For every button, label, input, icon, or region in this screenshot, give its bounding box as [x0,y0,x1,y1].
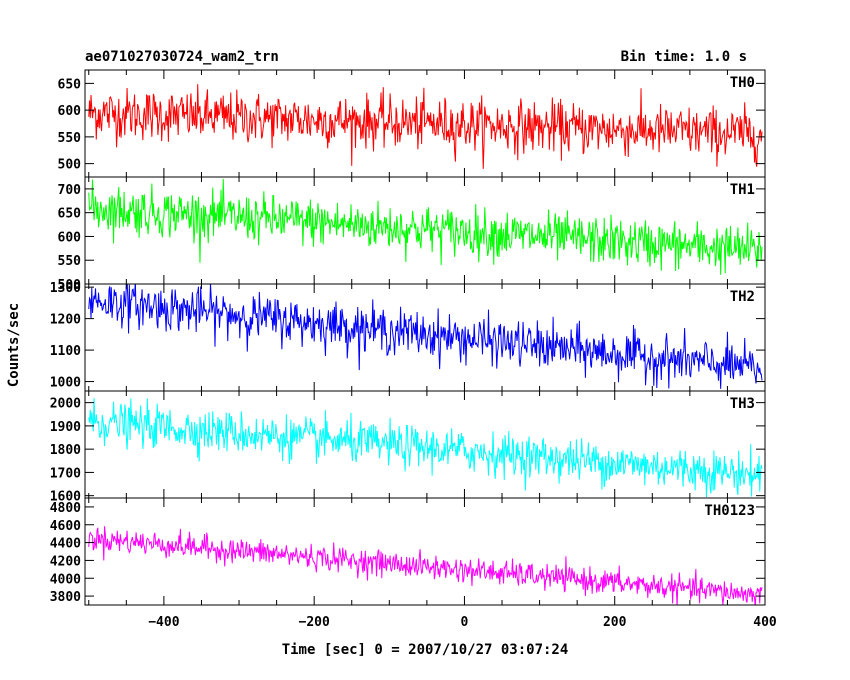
panel-label: TH1 [730,182,755,198]
series-line-th0123 [88,526,763,605]
panel-label: TH2 [730,289,755,305]
y-tick-label: 1800 [50,443,81,458]
y-tick-label: 1600 [50,490,81,505]
y-tick-label: 4800 [50,501,81,516]
series-line-th2 [88,284,763,389]
panel-th2: 1000 1100 1200 1300 TH2 [50,281,766,392]
panel-frame [84,497,766,606]
panel-label: TH0123 [704,503,755,519]
series-line-th1 [88,178,763,275]
y-tick-label: 650 [58,77,82,92]
x-tick-label: 200 [603,615,627,630]
y-tick-label: 1000 [50,376,81,391]
y-tick-label: 650 [58,207,82,222]
y-tick-label: 4000 [50,572,81,587]
panel-th1: 500 550 600 650 700 TH1 [58,176,766,293]
y-tick-label: 3800 [50,590,81,605]
y-tick-label: 550 [58,131,82,146]
y-tick-label: 1900 [50,420,81,435]
panel-label: TH0 [730,75,755,91]
x-tick-label: 400 [753,615,777,630]
x-tick-label: −400 [148,615,179,630]
panel-label: TH3 [730,396,755,412]
y-axis-label: Counts/sec [6,303,22,387]
panels-group: 500 550 600 650 TH0 500 550 600 650 700 TH1 1000 110… [50,69,766,606]
y-tick-label: 1300 [50,281,81,296]
y-tick-label: 4200 [50,554,81,569]
chart-title: ae071027030724_wam2_trn [85,49,279,65]
x-axis: −400 −200 0 200 400 [148,615,777,630]
y-tick-label: 500 [58,278,82,293]
panel-th3: 1600 1700 1800 1900 2000 TH3 [50,390,766,505]
y-tick-label: 600 [58,104,82,119]
series-line-th3 [88,397,763,498]
series-line-th0 [88,84,763,169]
y-tick-label: 500 [58,158,82,173]
y-tick-label: 600 [58,230,82,245]
x-tick-label: −200 [299,615,330,630]
y-tick-label: 550 [58,254,82,269]
y-tick-label: 1700 [50,466,81,481]
y-tick-label: 4600 [50,519,81,534]
x-axis-label: Time [sec] 0 = 2007/10/27 03:07:24 [282,642,569,658]
y-tick-label: 1100 [50,344,81,359]
bin-time-label: Bin time: 1.0 s [621,49,747,65]
panel-th0123: 3800 4000 4200 4400 4600 4800 TH0123 [50,497,766,606]
y-tick-label: 2000 [50,397,81,412]
y-tick-label: 4400 [50,537,81,552]
y-tick-label: 700 [58,183,82,198]
x-tick-label: 0 [461,615,469,630]
panel-frame [84,283,766,392]
y-tick-label: 1200 [50,313,81,328]
panel-th0: 500 550 600 650 TH0 [58,69,766,178]
